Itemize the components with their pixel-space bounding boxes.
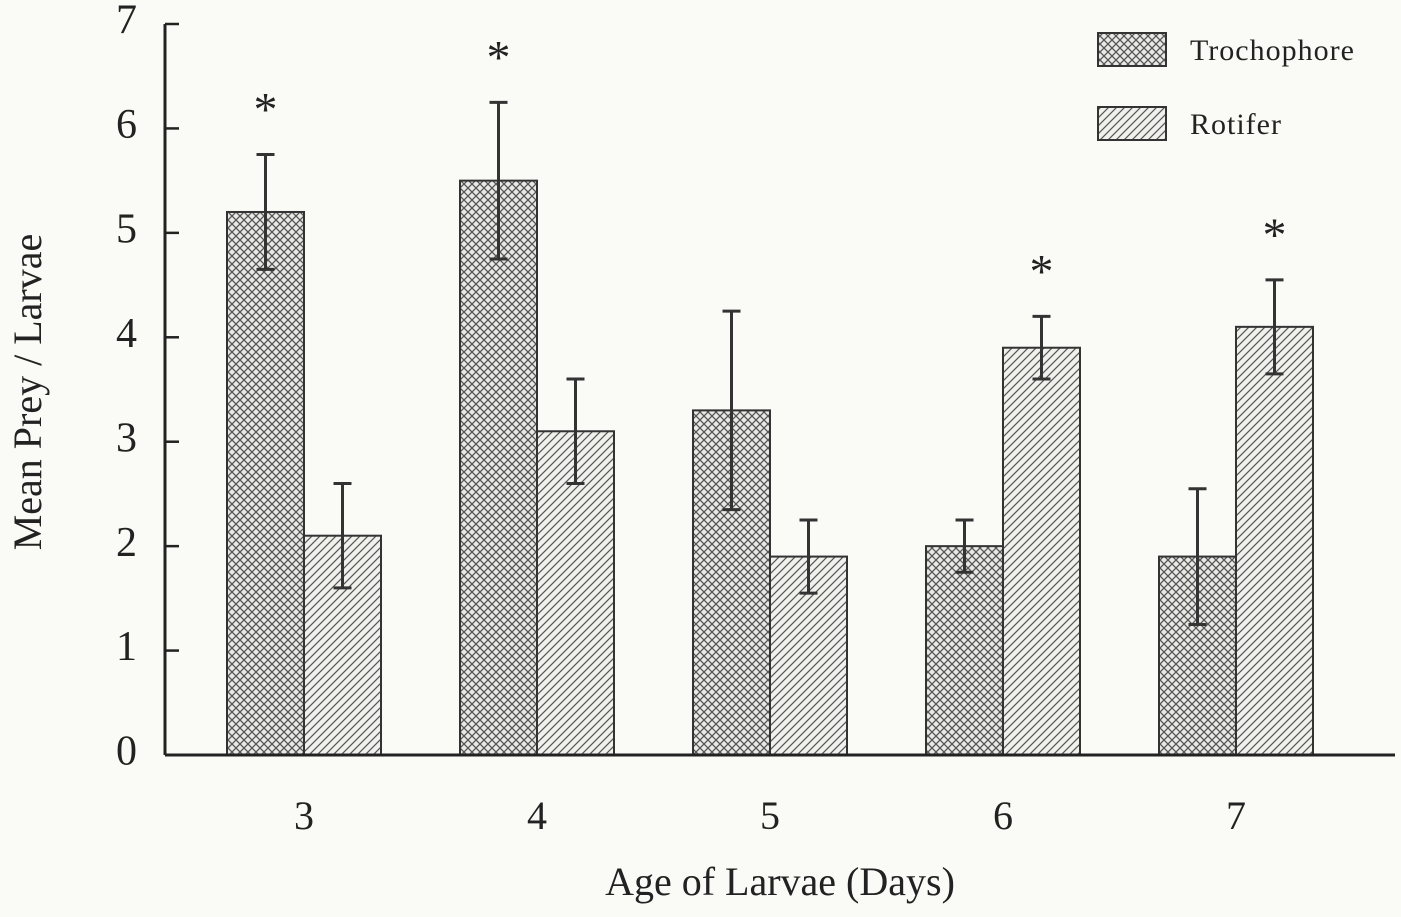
legend-swatch: [1097, 32, 1167, 67]
y-tick-label: 4: [116, 311, 137, 357]
significance-marker: *: [487, 31, 511, 84]
x-tick-label: 4: [527, 793, 547, 838]
bar: [226, 210, 305, 756]
y-tick-label: 0: [116, 729, 137, 775]
significance-marker: *: [1030, 245, 1054, 298]
y-tick-label: 5: [116, 206, 137, 252]
y-axis-label: Mean Prey / Larvae: [5, 234, 50, 551]
bar: [536, 430, 615, 756]
legend-swatch: [1097, 106, 1167, 141]
bar: [1002, 346, 1081, 756]
legend-label: Trochophore: [1190, 34, 1355, 67]
y-tick-label: 2: [116, 520, 137, 566]
y-tick-label: 7: [116, 0, 137, 44]
y-tick-label: 1: [116, 624, 137, 670]
bar: [459, 179, 538, 756]
bar: [1235, 325, 1314, 756]
x-tick-label: 3: [294, 793, 314, 838]
bar: [925, 545, 1004, 757]
y-tick-label: 3: [116, 415, 137, 461]
x-tick-label: 5: [760, 793, 780, 838]
x-tick-label: 7: [1226, 793, 1246, 838]
x-axis-label: Age of Larvae (Days): [605, 859, 955, 904]
x-tick-label: 6: [993, 793, 1013, 838]
significance-marker: *: [254, 84, 278, 137]
legend-label: Rotifer: [1190, 108, 1282, 141]
significance-marker: *: [1263, 209, 1287, 262]
y-tick-label: 6: [116, 102, 137, 148]
